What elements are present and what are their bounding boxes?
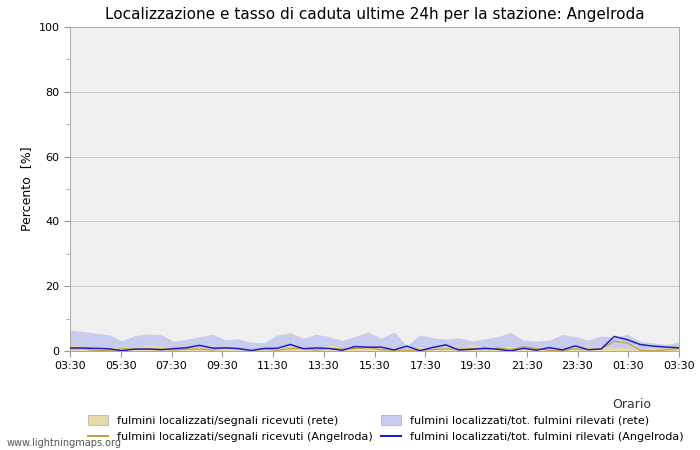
Title: Localizzazione e tasso di caduta ultime 24h per la stazione: Angelroda: Localizzazione e tasso di caduta ultime … xyxy=(105,7,644,22)
Legend: fulmini localizzati/segnali ricevuti (rete), fulmini localizzati/segnali ricevut: fulmini localizzati/segnali ricevuti (re… xyxy=(88,415,684,442)
Text: www.lightningmaps.org: www.lightningmaps.org xyxy=(7,438,122,448)
Y-axis label: Percento  [%]: Percento [%] xyxy=(20,147,33,231)
Text: Orario: Orario xyxy=(612,398,651,411)
